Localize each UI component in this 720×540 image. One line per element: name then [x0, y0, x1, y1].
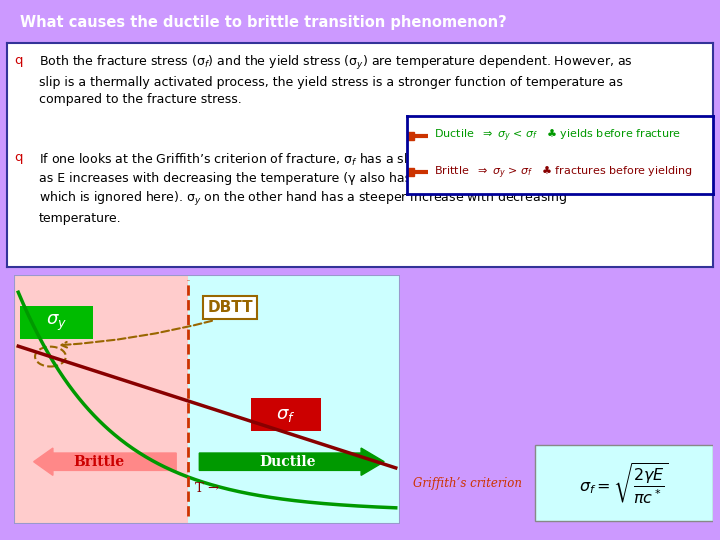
Text: Brittle  $\Rightarrow$ $\sigma_y$ > $\sigma_f$   $\clubsuit$ fractures before yi: Brittle $\Rightarrow$ $\sigma_y$ > $\sig… [434, 164, 693, 181]
Text: Ductile  $\Rightarrow$ $\sigma_y$ < $\sigma_f$   $\clubsuit$ yields before fract: Ductile $\Rightarrow$ $\sigma_y$ < $\sig… [434, 127, 682, 144]
FancyBboxPatch shape [188, 275, 400, 524]
FancyArrow shape [199, 448, 384, 475]
Text: Brittle: Brittle [73, 455, 125, 469]
Text: $\sigma_y$: $\sigma_y$ [46, 313, 67, 333]
FancyBboxPatch shape [14, 275, 188, 524]
Text: What causes the ductile to brittle transition phenomenon?: What causes the ductile to brittle trans… [20, 16, 507, 30]
Text: q: q [14, 151, 23, 164]
FancyArrow shape [34, 448, 176, 475]
Text: Both the fracture stress (σ$_f$) and the yield stress (σ$_y$) are temperature de: Both the fracture stress (σ$_f$) and the… [39, 55, 633, 106]
Text: T →: T → [195, 482, 219, 495]
Text: DBTT: DBTT [207, 300, 253, 315]
FancyBboxPatch shape [251, 399, 320, 431]
Text: If one looks at the Griffith’s criterion of fracture, σ$_f$ has a slight depende: If one looks at the Griffith’s criterion… [39, 151, 629, 225]
Text: $\sigma_f = \sqrt{\dfrac{2\gamma E}{\pi c^*}}$: $\sigma_f = \sqrt{\dfrac{2\gamma E}{\pi … [579, 461, 669, 505]
FancyBboxPatch shape [535, 445, 713, 522]
Text: Ductile: Ductile [260, 455, 316, 469]
Text: $\sigma_f$: $\sigma_f$ [276, 406, 296, 423]
FancyBboxPatch shape [20, 306, 94, 339]
Text: q: q [14, 55, 23, 68]
Text: Griffith’s criterion: Griffith’s criterion [413, 477, 522, 490]
